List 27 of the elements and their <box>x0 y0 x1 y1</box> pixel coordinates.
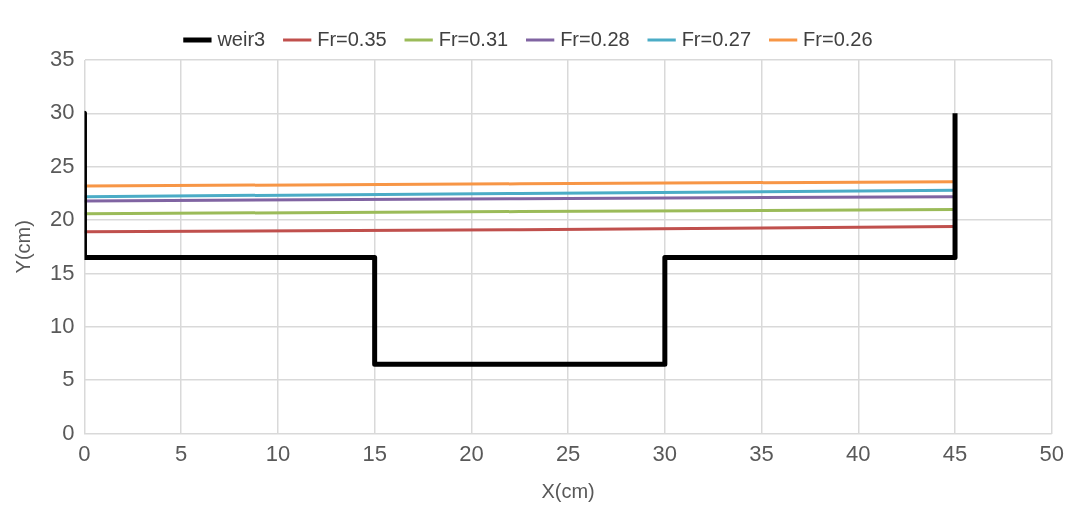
x-tick-label: 25 <box>555 440 581 466</box>
legend-label: Fr=0.35 <box>317 27 387 50</box>
x-tick-label: 35 <box>749 440 774 466</box>
y-tick-label: 30 <box>49 99 75 125</box>
y-tick-label: 20 <box>49 206 75 232</box>
x-tick-label: 45 <box>942 440 968 466</box>
x-tick-label: 30 <box>652 440 678 466</box>
x-tick-label: 15 <box>362 440 387 466</box>
legend-label: Fr=0.27 <box>681 27 752 50</box>
x-axis-title: X(cm) <box>541 479 595 502</box>
y-tick-label: 25 <box>49 152 75 178</box>
x-tick-label: 20 <box>459 440 484 466</box>
legend-label: Fr=0.31 <box>438 27 509 50</box>
y-tick-label: 10 <box>49 312 75 338</box>
y-tick-label: 5 <box>62 366 75 392</box>
x-tick-label: 50 <box>1039 440 1065 466</box>
x-tick-label: 0 <box>78 440 91 466</box>
legend-label: weir3 <box>216 27 266 50</box>
y-tick-label: 15 <box>49 259 75 285</box>
y-tick-label: 0 <box>62 419 75 445</box>
y-tick-label: 35 <box>49 46 75 72</box>
legend-label: Fr=0.28 <box>560 27 630 50</box>
x-tick-label: 5 <box>175 440 188 466</box>
y-axis-title: Y(cm) <box>11 220 34 274</box>
legend-label: Fr=0.26 <box>803 27 873 50</box>
x-tick-label: 10 <box>265 440 291 466</box>
x-tick-label: 40 <box>846 440 871 466</box>
